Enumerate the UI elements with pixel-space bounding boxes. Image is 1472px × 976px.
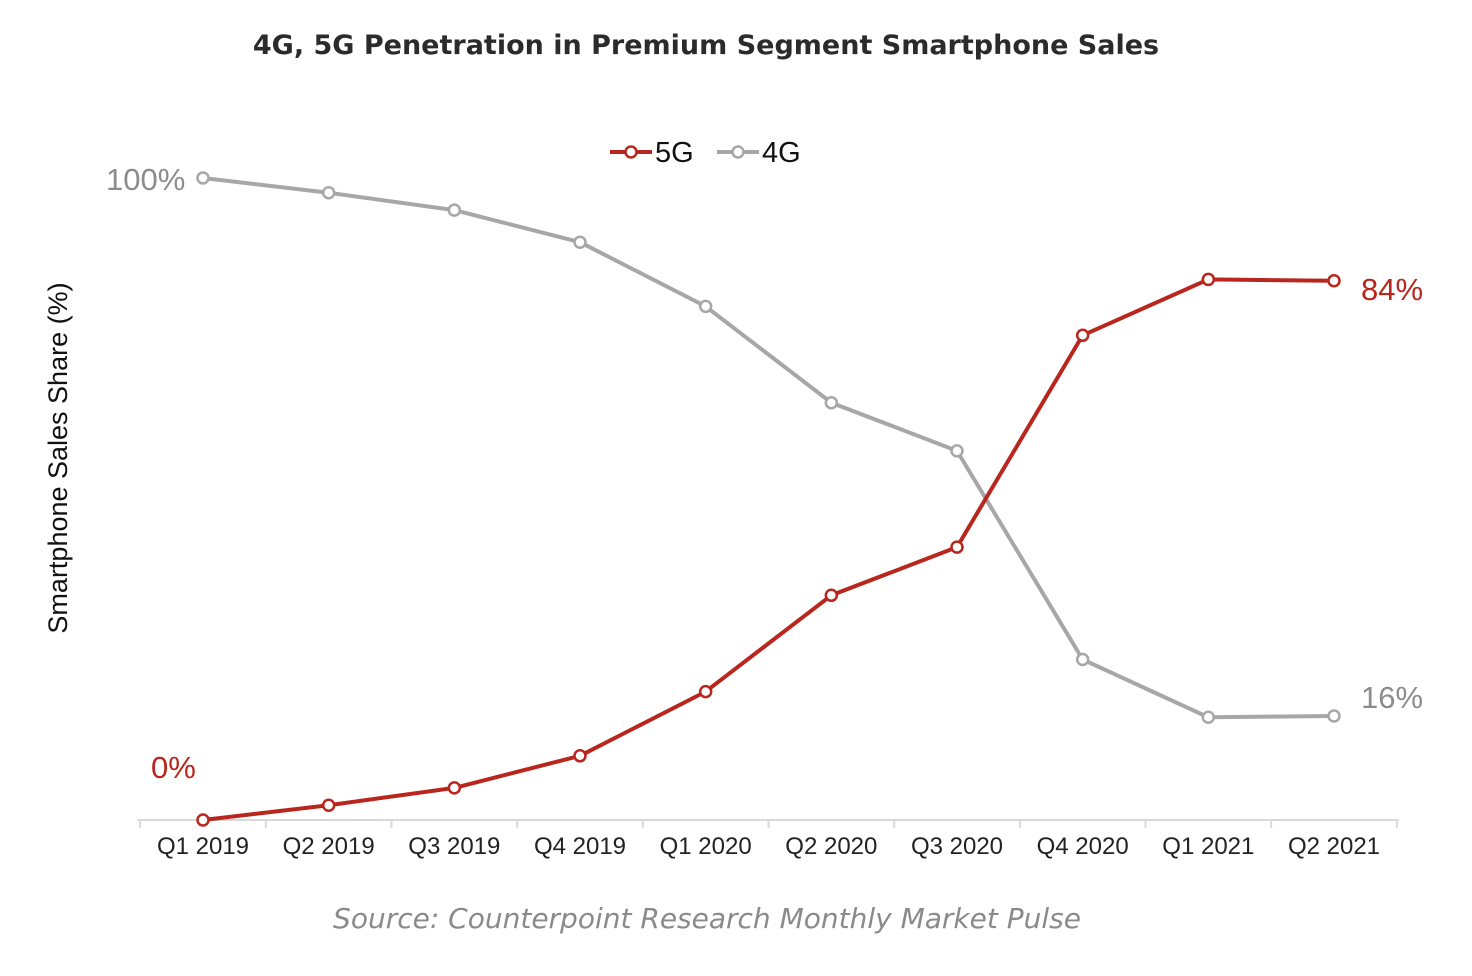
x-tick-label: Q3 2020 (911, 833, 1003, 860)
label-5g-start: 0% (151, 750, 196, 785)
data-point-5g (573, 749, 587, 763)
data-point-4g (447, 203, 462, 217)
data-point-5g (447, 781, 462, 795)
label-layer: 100% 0% 84% 16% (106, 162, 1423, 785)
data-point-5g (1075, 328, 1090, 343)
legend-marker-4g (731, 145, 745, 159)
data-point-5g (196, 813, 210, 827)
data-point-4g (1201, 710, 1216, 725)
source-note: Source: Counterpoint Research Monthly Ma… (333, 902, 1081, 935)
x-tick-label: Q3 2019 (408, 833, 500, 860)
x-tick-label: Q1 2020 (660, 833, 752, 860)
data-point-4g (950, 444, 964, 458)
data-point-5g (698, 684, 713, 699)
legend-marker-5g (624, 145, 638, 159)
x-tick-label: Q1 2019 (157, 833, 249, 860)
data-point-4g (573, 235, 587, 249)
data-point-5g (950, 540, 964, 554)
x-tick-label: Q2 2020 (785, 833, 877, 860)
data-point-5g (1201, 272, 1216, 287)
data-point-5g (321, 798, 336, 812)
legend: 5G 4G (610, 137, 801, 169)
data-point-4g (321, 186, 336, 200)
x-tick-label: Q4 2020 (1037, 833, 1129, 860)
data-point-4g (1075, 652, 1090, 667)
y-axis-title: Smartphone Sales Share (%) (43, 282, 73, 633)
label-4g-end: 16% (1361, 680, 1423, 715)
legend-label-5g: 5G (655, 137, 694, 169)
x-tick-label: Q4 2019 (534, 833, 626, 860)
data-point-4g (196, 171, 210, 185)
series-layer (196, 171, 1341, 827)
label-4g-start: 100% (106, 162, 185, 197)
data-point-4g (698, 299, 713, 314)
x-tick-label: Q1 2021 (1162, 833, 1254, 860)
x-tick-label: Q2 2021 (1288, 833, 1380, 860)
data-point-4g (824, 395, 839, 410)
data-point-4g (1327, 709, 1341, 723)
data-point-5g (824, 588, 839, 603)
legend-label-4g: 4G (762, 137, 801, 169)
data-point-5g (1327, 273, 1341, 288)
chart-title: 4G, 5G Penetration in Premium Segment Sm… (252, 30, 1160, 61)
series-line-4g (202, 176, 1335, 720)
series-line-5g (202, 277, 1335, 822)
label-5g-end: 84% (1361, 272, 1423, 307)
x-tick-label: Q2 2019 (283, 833, 375, 860)
x-axis: Q1 2019 Q2 2019 Q3 2019 Q4 2019 Q1 2020 Q2 20… (43, 282, 1399, 860)
